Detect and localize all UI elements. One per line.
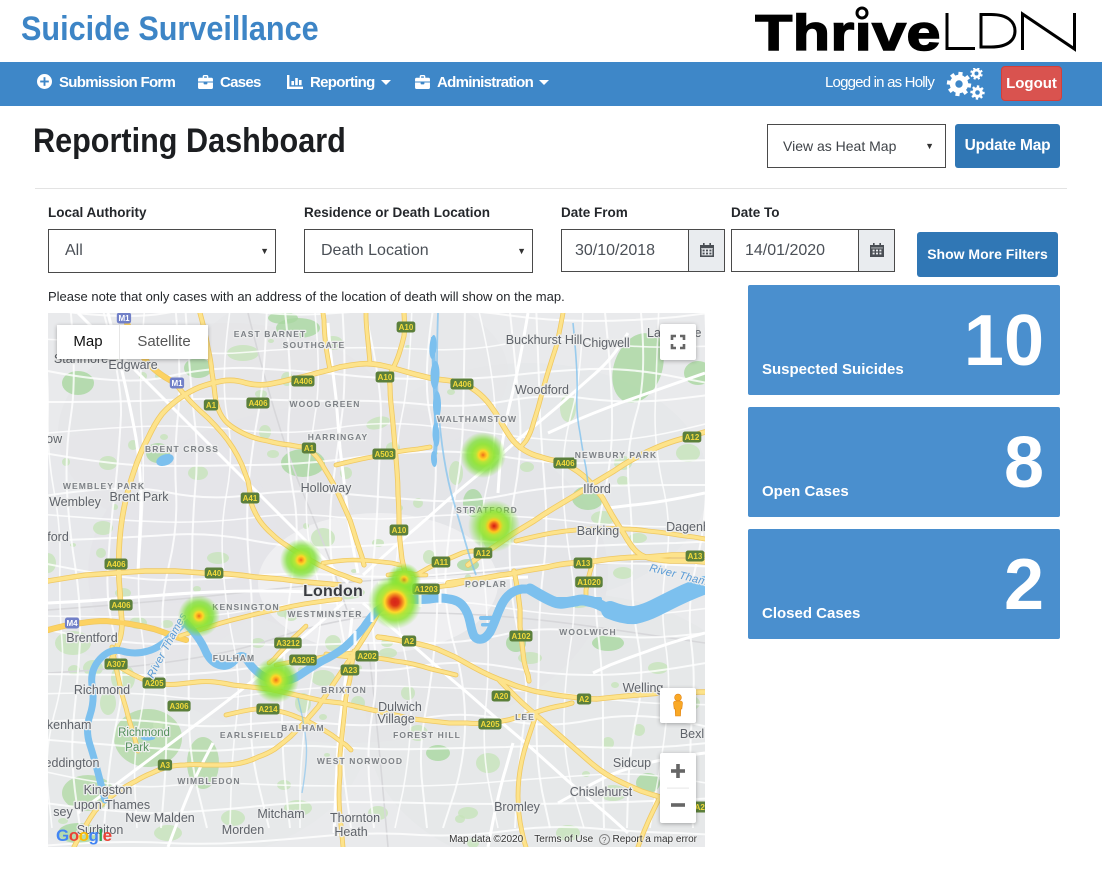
svg-text:A406: A406 (293, 377, 313, 386)
svg-text:eddington: eddington (48, 756, 100, 770)
svg-text:WOOLWICH: WOOLWICH (559, 627, 616, 637)
svg-text:A3: A3 (160, 761, 171, 770)
svg-text:A21: A21 (695, 803, 705, 812)
svg-text:sey: sey (53, 805, 73, 819)
svg-text:ckenham: ckenham (48, 718, 91, 732)
svg-text:M1: M1 (118, 314, 130, 323)
svg-text:Thrıve: Thrıve (755, 5, 940, 56)
svg-text:A202: A202 (357, 652, 377, 661)
svg-text:Brent Park: Brent Park (109, 490, 169, 504)
svg-text:Barking: Barking (577, 524, 619, 538)
svg-text:WALTHAMSTOW: WALTHAMSTOW (437, 414, 517, 424)
svg-text:ford: ford (48, 530, 69, 544)
svg-text:Woodford: Woodford (515, 383, 569, 397)
svg-text:EARLSFIELD: EARLSFIELD (220, 730, 284, 740)
svg-text:WOOD GREEN: WOOD GREEN (290, 399, 361, 409)
svg-text:WESTMINSTER: WESTMINSTER (288, 609, 363, 619)
svg-text:A40: A40 (207, 569, 222, 578)
svg-text:Chigwell: Chigwell (582, 336, 629, 350)
svg-text:Bromley: Bromley (494, 800, 541, 814)
svg-text:Wembley: Wembley (49, 495, 102, 509)
svg-text:La: La (647, 326, 661, 340)
svg-text:BALHAM: BALHAM (281, 723, 324, 733)
svg-text:A2: A2 (404, 637, 415, 646)
svg-text:A205: A205 (480, 720, 500, 729)
svg-text:Welling: Welling (623, 681, 664, 695)
svg-text:A41: A41 (243, 494, 258, 503)
svg-text:A1020: A1020 (577, 578, 601, 587)
svg-text:A503: A503 (374, 450, 394, 459)
svg-text:Kingston: Kingston (84, 783, 133, 797)
svg-text:Morden: Morden (222, 823, 264, 837)
svg-text:Buckhurst Hill: Buckhurst Hill (506, 333, 582, 347)
svg-text:A12: A12 (476, 549, 491, 558)
svg-text:LEE: LEE (515, 712, 535, 722)
svg-text:Sidcup: Sidcup (613, 756, 651, 770)
svg-text:A306: A306 (169, 702, 189, 711)
svg-text:A1: A1 (206, 401, 217, 410)
svg-text:Dulwich: Dulwich (378, 700, 422, 714)
svg-text:A214: A214 (258, 705, 278, 714)
svg-text:NEWBURY PARK: NEWBURY PARK (575, 450, 657, 460)
svg-text:Edgware: Edgware (108, 358, 157, 372)
svg-text:A1: A1 (304, 444, 315, 453)
svg-text:A2: A2 (579, 695, 590, 704)
svg-text:A12: A12 (685, 433, 700, 442)
svg-text:A3212: A3212 (276, 639, 300, 648)
svg-text:A23: A23 (343, 666, 358, 675)
svg-text:FOREST HILL: FOREST HILL (393, 730, 461, 740)
svg-text:A406: A406 (452, 380, 472, 389)
svg-text:Richmond: Richmond (118, 727, 170, 739)
svg-text:KENSINGTON: KENSINGTON (212, 602, 280, 612)
svg-text:A10: A10 (392, 526, 407, 535)
svg-text:Brentford: Brentford (66, 631, 117, 645)
svg-text:A11: A11 (434, 558, 449, 567)
svg-text:WIMBLEDON: WIMBLEDON (177, 776, 240, 786)
svg-text:HARRINGAY: HARRINGAY (308, 432, 369, 442)
svg-text:Holloway: Holloway (301, 481, 352, 495)
svg-text:Dagenh: Dagenh (666, 520, 705, 534)
svg-text:POPLAR: POPLAR (465, 579, 507, 589)
svg-text:BRENT CROSS: BRENT CROSS (145, 444, 219, 454)
svg-text:BRIXTON: BRIXTON (321, 685, 367, 695)
svg-text:upon Thames: upon Thames (74, 798, 150, 812)
svg-text:A102: A102 (511, 632, 531, 641)
svg-text:A406: A406 (106, 560, 126, 569)
svg-text:Richmond: Richmond (74, 683, 130, 697)
svg-text:Heath: Heath (334, 825, 367, 839)
svg-text:A406: A406 (248, 399, 268, 408)
svg-text:M1: M1 (171, 379, 183, 388)
svg-text:Ilford: Ilford (583, 482, 611, 496)
svg-text:A406: A406 (555, 459, 575, 468)
svg-text:A205: A205 (144, 679, 164, 688)
svg-text:e: e (695, 326, 702, 340)
svg-text:EAST BARNET: EAST BARNET (234, 329, 307, 339)
svg-text:New Malden: New Malden (125, 811, 195, 825)
svg-text:Bexl: Bexl (680, 727, 704, 741)
svg-text:Thornton: Thornton (330, 811, 380, 825)
svg-text:WEST NORWOOD: WEST NORWOOD (317, 756, 403, 766)
svg-text:London: London (303, 583, 363, 600)
svg-text:Surbiton: Surbiton (77, 823, 124, 837)
svg-text:Park: Park (125, 742, 149, 754)
svg-text:A1203: A1203 (414, 585, 438, 594)
svg-text:A10: A10 (399, 323, 414, 332)
svg-text:A13: A13 (576, 559, 591, 568)
svg-text:A406: A406 (111, 601, 131, 610)
svg-text:M4: M4 (66, 619, 78, 628)
svg-text:Mitcham: Mitcham (257, 807, 304, 821)
svg-text:WEMBLEY PARK: WEMBLEY PARK (63, 481, 145, 491)
svg-text:A307: A307 (106, 660, 126, 669)
svg-text:Village: Village (377, 712, 414, 726)
svg-text:A20: A20 (494, 692, 509, 701)
svg-text:A3205: A3205 (291, 656, 315, 665)
svg-text:A13: A13 (688, 552, 703, 561)
svg-text:rrow: rrow (48, 432, 63, 446)
svg-text:FULHAM: FULHAM (213, 653, 255, 663)
svg-text:A10: A10 (378, 373, 393, 382)
svg-text:Chislehurst: Chislehurst (570, 785, 633, 799)
svg-text:SOUTHGATE: SOUTHGATE (283, 340, 346, 350)
